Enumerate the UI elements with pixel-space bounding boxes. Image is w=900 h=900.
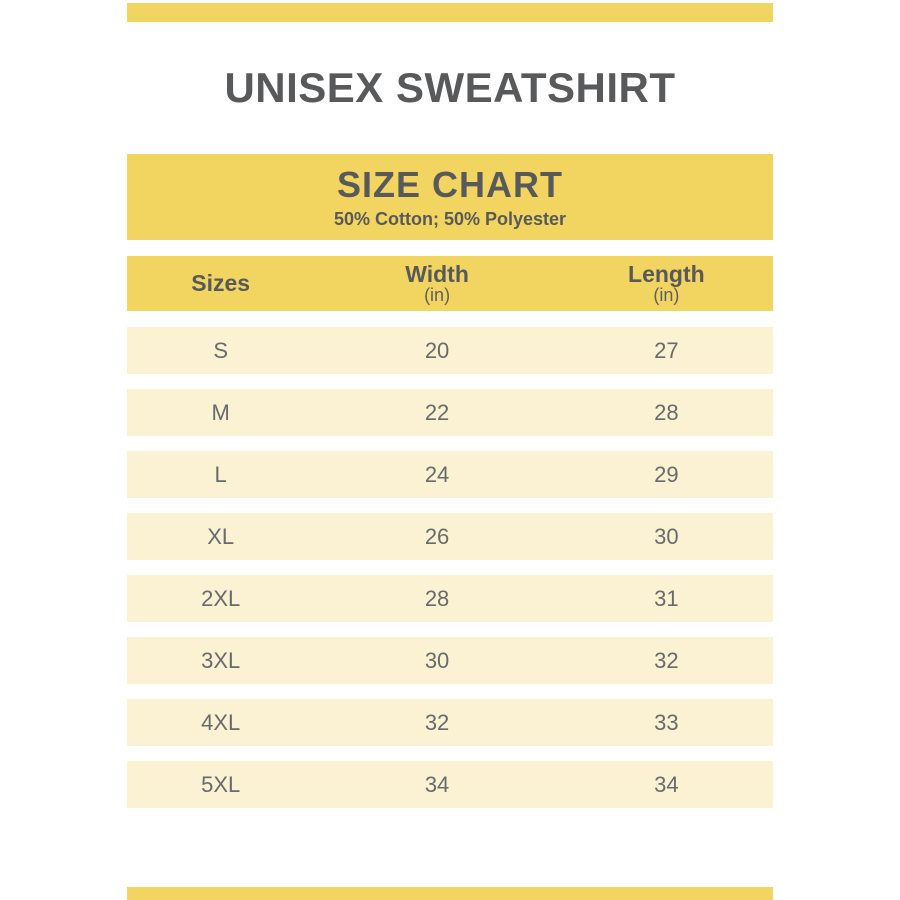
column-label-sizes: Sizes — [191, 270, 251, 297]
width-cell: 32 — [424, 709, 450, 735]
width-cell: 34 — [424, 771, 450, 797]
size-cell: 2XL — [201, 585, 241, 611]
size-cell: S — [213, 337, 228, 363]
table-row: 4XL 32 33 — [127, 699, 773, 746]
table-row: M 22 28 — [127, 389, 773, 436]
size-cell: 3XL — [201, 647, 241, 673]
table-row: 5XL 34 34 — [127, 761, 773, 808]
page-title: UNISEX SWEATSHIRT — [224, 64, 676, 111]
table-row: 3XL 30 32 — [127, 637, 773, 684]
table-body: S 20 27 M 22 28 L 24 29 XL 26 30 2XL 28 … — [127, 327, 773, 808]
table-row: 2XL 28 31 — [127, 575, 773, 622]
length-cell: 30 — [654, 523, 679, 549]
size-chart-heading: SIZE CHART — [337, 164, 563, 205]
column-unit-length: (in) — [653, 284, 680, 305]
length-cell: 33 — [654, 709, 679, 735]
bottom-accent-bar — [127, 887, 773, 900]
size-chart-header-panel: SIZE CHART 50% Cotton; 50% Polyester — [127, 154, 773, 240]
column-header-width: Width (in) — [314, 256, 559, 311]
width-cell: 22 — [424, 399, 450, 425]
width-cell: 28 — [424, 585, 450, 611]
length-cell: 34 — [654, 771, 679, 797]
column-header-length: Length (in) — [560, 256, 773, 311]
size-cell: XL — [207, 523, 235, 549]
table-row: XL 26 30 — [127, 513, 773, 560]
fabric-composition-label: 50% Cotton; 50% Polyester — [333, 209, 567, 229]
size-cell: L — [214, 461, 227, 487]
width-cell: 24 — [424, 461, 450, 487]
size-cell: 4XL — [201, 709, 241, 735]
length-cell: 27 — [654, 337, 679, 363]
size-cell: M — [211, 399, 230, 425]
column-label-length: Length — [628, 260, 705, 287]
size-cell: 5XL — [201, 771, 241, 797]
table-header-row: Sizes Width (in) Length (in) — [127, 256, 773, 311]
length-cell: 28 — [654, 399, 679, 425]
size-chart-page: UNISEX SWEATSHIRT SIZE CHART 50% Cotton;… — [127, 3, 773, 900]
column-header-sizes: Sizes — [127, 256, 314, 311]
width-cell: 30 — [424, 647, 450, 673]
length-cell: 32 — [654, 647, 679, 673]
top-accent-bar — [127, 3, 773, 22]
column-label-width: Width — [405, 260, 469, 287]
table-row: L 24 29 — [127, 451, 773, 498]
column-unit-width: (in) — [424, 284, 451, 305]
length-cell: 29 — [654, 461, 679, 487]
width-cell: 26 — [424, 523, 450, 549]
length-cell: 31 — [654, 585, 679, 611]
table-row: S 20 27 — [127, 327, 773, 374]
width-cell: 20 — [424, 337, 450, 363]
